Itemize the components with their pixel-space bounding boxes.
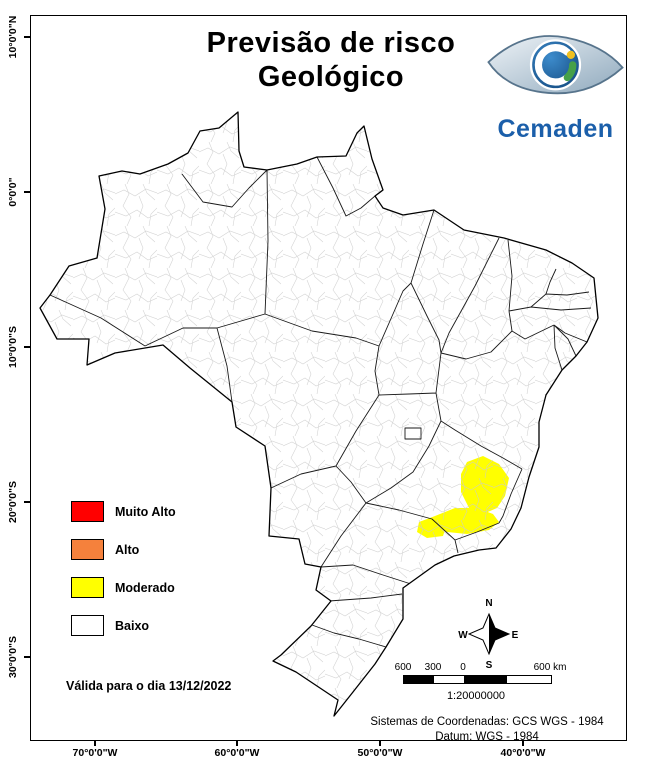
legend-label-alto: Alto xyxy=(115,542,140,557)
scale-label-300: 300 xyxy=(424,662,442,673)
legend-label-baixo: Baixo xyxy=(115,618,150,633)
datum-line: Datum: WGS - 1984 xyxy=(435,731,539,743)
x-axis-label: 40°0'0"W xyxy=(500,747,546,759)
scale-bar xyxy=(403,675,552,684)
scale-label-0: 0 xyxy=(460,662,466,673)
coordinate-system-line1: Sistemas de Coordenadas: GCS WGS - 1984 xyxy=(370,716,604,728)
legend-item-alto: Alto xyxy=(71,539,176,560)
title-line2: Geológico xyxy=(257,61,405,93)
x-axis-label: 70°0'0"W xyxy=(72,747,118,759)
brazil-outline xyxy=(39,111,599,717)
cemaden-eye-icon xyxy=(487,35,624,95)
scale-label-600-km: 600 km xyxy=(533,662,567,673)
x-axis-tick xyxy=(94,740,96,746)
scale-segment xyxy=(404,676,434,683)
x-axis-tick xyxy=(379,740,381,746)
legend-swatch-alto xyxy=(71,539,104,560)
scale-segment xyxy=(507,676,551,683)
y-axis-tick xyxy=(24,191,30,193)
compass-w: W xyxy=(458,630,468,641)
validity-date: Válida para o dia 13/12/2022 xyxy=(66,679,232,693)
compass-rose-icon: N S E W xyxy=(458,598,519,670)
y-axis-tick xyxy=(24,36,30,38)
y-axis-tick xyxy=(24,656,30,658)
map-frame: Previsão de risco Geológico Cemaden M xyxy=(30,15,628,743)
y-axis-label: 0°0'0" xyxy=(7,177,19,207)
municipality-boundaries xyxy=(40,112,598,716)
legend-item-muito-alto: Muito Alto xyxy=(71,501,176,522)
cemaden-wordmark: Cemaden xyxy=(497,115,614,143)
compass-n: N xyxy=(485,598,492,609)
cemaden-logo: Cemaden xyxy=(483,24,628,144)
x-axis-label: 60°0'0"W xyxy=(214,747,260,759)
legend-item-moderado: Moderado xyxy=(71,577,176,598)
legend-swatch-moderado xyxy=(71,577,104,598)
legend-label-moderado: Moderado xyxy=(115,580,175,595)
risk-legend: Muito Alto Alto Moderado Baixo xyxy=(71,501,176,653)
distrito-federal-outline xyxy=(404,427,422,440)
legend-item-baixo: Baixo xyxy=(71,615,176,636)
x-axis-label: 50°0'0"W xyxy=(357,747,403,759)
state-borders xyxy=(49,156,592,648)
legend-swatch-baixo xyxy=(71,615,104,636)
page-title: Previsão de risco Geológico xyxy=(207,26,456,94)
y-axis-label: 20°0'0"S xyxy=(7,480,19,524)
y-axis-tick xyxy=(24,346,30,348)
y-axis-label: 10°0'0"N xyxy=(7,15,19,59)
x-axis-tick xyxy=(236,740,238,746)
coordinate-system-note: Sistemas de Coordenadas: GCS WGS - 1984 … xyxy=(353,715,621,745)
legend-label-muito-alto: Muito Alto xyxy=(115,504,176,519)
y-axis-label: 30°0'0"S xyxy=(7,635,19,679)
scale-ratio: 1:20000000 xyxy=(446,690,506,702)
scale-segment xyxy=(434,676,464,683)
title-line1: Previsão de risco xyxy=(206,27,456,59)
scale-label-600-left: 600 xyxy=(394,662,412,673)
y-axis-label: 10°0'0"S xyxy=(7,325,19,369)
scale-segment xyxy=(464,676,507,683)
compass-e: E xyxy=(512,630,519,641)
x-axis-tick xyxy=(522,740,524,746)
brazil-map xyxy=(39,111,599,717)
y-axis-tick xyxy=(24,501,30,503)
legend-swatch-muito-alto xyxy=(71,501,104,522)
compass-s: S xyxy=(486,660,493,670)
